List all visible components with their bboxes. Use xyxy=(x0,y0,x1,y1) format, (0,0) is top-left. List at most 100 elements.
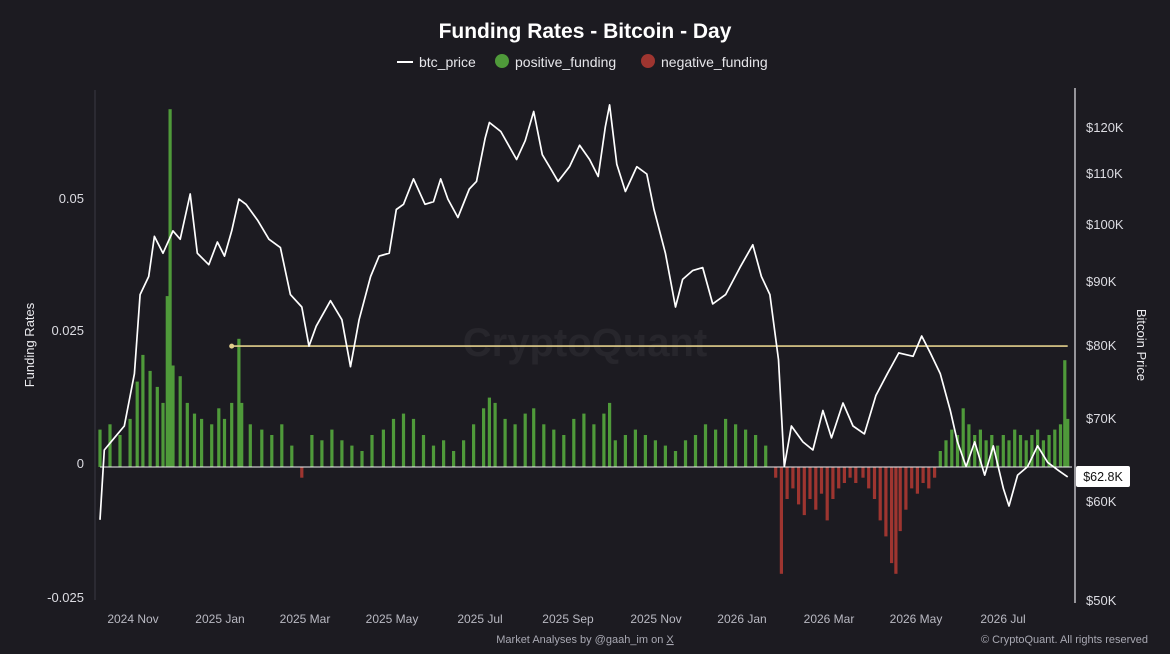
positive-funding-bar xyxy=(1024,440,1028,467)
positive-funding-bar xyxy=(673,451,678,467)
positive-funding-bar xyxy=(542,424,546,467)
positive-funding-bar xyxy=(280,424,284,467)
negative-funding-bar xyxy=(300,467,304,478)
positive-funding-bar xyxy=(108,424,112,467)
positive-funding-bar xyxy=(350,445,354,467)
positive-funding-bar xyxy=(185,402,189,467)
positive-funding-bar xyxy=(653,440,657,467)
y-right-axis-title: Bitcoin Price xyxy=(1134,309,1149,381)
positive-funding-bar xyxy=(320,440,324,467)
positive-funding-bar xyxy=(401,413,406,467)
x-axis-ticks: 2024 Nov 2025 Jan 2025 Mar 2025 May 2025… xyxy=(107,612,1025,626)
positive-funding-bar xyxy=(168,109,172,467)
positive-funding-bar xyxy=(290,445,294,467)
positive-funding-bar xyxy=(118,435,122,467)
negative-funding-bar xyxy=(890,467,894,564)
positive-funding-bar xyxy=(237,338,241,467)
positive-funding-bar xyxy=(513,424,517,467)
x-tick: 2025 Nov xyxy=(630,612,681,626)
x-tick: 2025 Sep xyxy=(542,612,594,626)
btc-price-series xyxy=(99,104,1069,520)
negative-funding-bar xyxy=(933,467,937,478)
positive-funding-bar xyxy=(764,445,768,467)
legend-item-negative-funding[interactable]: negative_funding xyxy=(641,54,768,70)
positive-funding-bar xyxy=(1001,435,1005,467)
copyright: © CryptoQuant. All rights reserved xyxy=(981,634,1148,646)
legend-label-positive-funding: positive_funding xyxy=(515,54,616,70)
positive-funding-bar xyxy=(148,370,152,467)
legend-label-negative-funding: negative_funding xyxy=(661,54,768,70)
positive-funding-bar xyxy=(608,402,612,467)
positive-funding-bar xyxy=(703,424,708,467)
positive-funding-bar xyxy=(98,429,102,467)
positive-funding-bar xyxy=(1030,435,1034,467)
legend-item-positive-funding[interactable]: positive_funding xyxy=(495,54,616,70)
positive-funding-bar xyxy=(487,397,491,467)
positive-funding-bar xyxy=(240,402,244,467)
negative-funding-bar xyxy=(921,467,925,483)
positive-funding-bar xyxy=(744,429,748,467)
positive-funding-bar xyxy=(1063,360,1067,467)
negative-funding-bar xyxy=(814,467,818,510)
negative-funding-bar xyxy=(831,467,835,499)
positive-funding-bar xyxy=(693,435,698,467)
positive-funding-bar xyxy=(411,418,416,467)
positive-funding-bar xyxy=(391,418,396,467)
y-left-axis-title: Funding Rates xyxy=(22,302,37,387)
positive-funding-bar xyxy=(973,435,977,467)
positive-funding-bar xyxy=(503,418,507,467)
positive-funding-bar xyxy=(955,435,960,467)
negative-funding-bar xyxy=(867,467,871,489)
chart-title: Funding Rates - Bitcoin - Day xyxy=(439,20,732,43)
positive-funding-legend-swatch xyxy=(495,54,509,68)
positive-funding-bar xyxy=(623,435,627,467)
right-axis-ticks: $120K $110K $100K $90K $80K $70K $60K $5… xyxy=(1086,120,1124,608)
positive-funding-bar xyxy=(582,413,586,467)
positive-funding-bar xyxy=(310,435,314,467)
negative-funding-bar xyxy=(878,467,882,521)
positive-funding-bar xyxy=(171,365,175,467)
positive-funding-bar xyxy=(633,429,637,467)
positive-funding-bar xyxy=(714,429,718,467)
attribution-link[interactable]: X xyxy=(666,634,674,646)
y-right-tick: $70K xyxy=(1086,411,1117,426)
positive-funding-bar xyxy=(938,451,942,467)
positive-funding-bar xyxy=(1018,435,1023,467)
positive-funding-bar xyxy=(592,424,596,467)
positive-funding-bar xyxy=(165,296,169,467)
positive-funding-bar xyxy=(523,413,527,467)
positive-funding-bar xyxy=(155,386,159,467)
x-tick: 2026 Mar xyxy=(804,612,855,626)
positive-funding-bar xyxy=(1013,429,1017,467)
positive-funding-bar xyxy=(602,413,606,467)
y-right-tick: $90K xyxy=(1086,274,1117,289)
y-left-tick: -0.025 xyxy=(47,590,84,605)
positive-funding-bar xyxy=(360,451,364,467)
x-tick: 2024 Nov xyxy=(107,612,158,626)
positive-funding-bar xyxy=(178,376,182,467)
positive-funding-bar xyxy=(370,435,374,467)
negative-funding-bar xyxy=(785,467,789,499)
y-right-tick: $60K xyxy=(1086,494,1117,509)
legend-item-btc-price[interactable]: btc_price xyxy=(397,54,476,70)
y-right-tick: $80K xyxy=(1086,338,1117,353)
positive-funding-bar xyxy=(984,440,988,467)
negative-funding-legend-swatch xyxy=(641,54,655,68)
attribution: Market Analyses by @gaah_im on X xyxy=(496,634,674,646)
positive-funding-bar xyxy=(161,402,165,467)
negative-funding-bar xyxy=(842,467,846,483)
negative-funding-bar xyxy=(774,467,778,478)
negative-funding-bar xyxy=(894,467,898,574)
negative-funding-bar xyxy=(915,467,919,494)
negative-funding-bar xyxy=(825,467,829,521)
positive-funding-bar xyxy=(754,435,758,467)
current-price-badge: $62.8K xyxy=(1076,466,1130,487)
negative-funding-bar xyxy=(779,467,783,574)
positive-funding-bar xyxy=(663,445,667,467)
negative-funding-bar xyxy=(808,467,812,499)
positive-funding-bar xyxy=(944,440,948,467)
negative-funding-bar xyxy=(854,467,858,483)
negative-funding-bar xyxy=(797,467,801,505)
positive-funding-bar xyxy=(1066,418,1070,467)
